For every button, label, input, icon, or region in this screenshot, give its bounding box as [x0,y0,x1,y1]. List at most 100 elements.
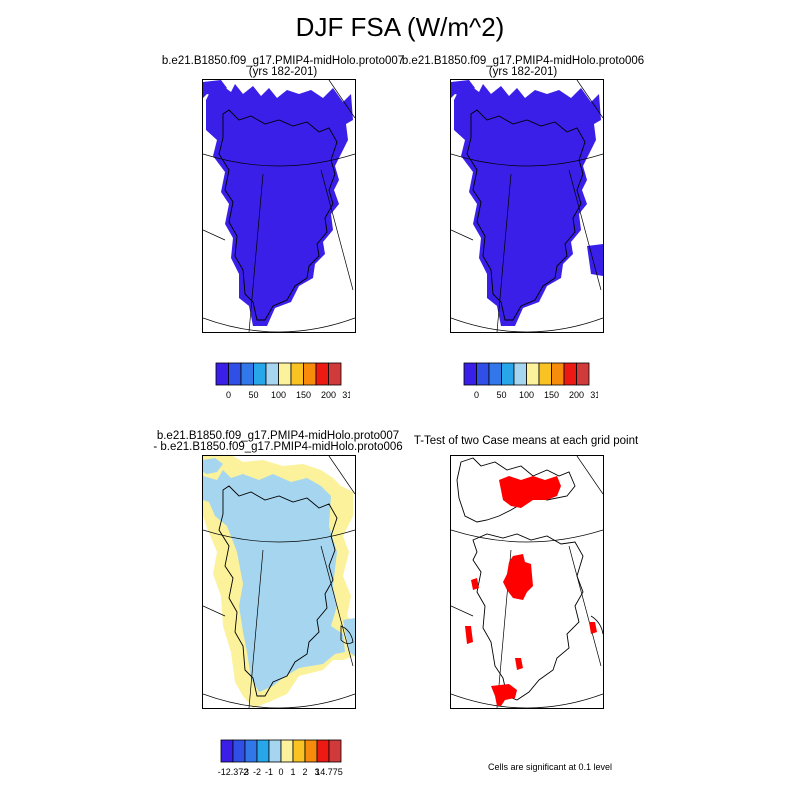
colorbar-tick-label: 50 [248,390,258,400]
colorbar-box [228,362,242,386]
meridian-2a [496,173,512,332]
fsa-field-2 [454,84,601,326]
fsa-field-2-east [587,244,603,276]
colorbar-box [220,739,234,763]
colorbar-tick-label: 200 [569,390,584,400]
meridian-3a [248,549,264,708]
colorbar-box [463,362,477,386]
meridian-2b [568,169,602,291]
panel4-title-line1: T-Test of two Case means at each grid po… [413,435,639,447]
graticule-3b [203,693,355,708]
colorbar-box [538,362,552,386]
graticule-2b [451,317,603,332]
colorbar-box [215,362,229,386]
fsa-field-1 [206,84,353,326]
meridian-4b [568,545,602,667]
colorbar-tick-label: -3 [241,767,249,777]
colorbar-tick-label: 100 [271,390,286,400]
colorbar-box [290,362,304,386]
panel3-title-line2: - b.e21.B1850.f09_g17.PMIP4-midHolo.prot… [153,441,403,453]
meridian-1c [328,80,355,119]
meridian-2c [576,80,603,119]
graticule-4a [451,529,603,543]
panel1-title: b.e21.B1850.f09_g17.PMIP4-midHolo.proto0… [153,55,413,78]
colorbar-1: 0 50 100 150 200 319.5 [215,362,350,400]
meridian-1a [248,173,264,332]
significant-cells-south-2 [491,684,517,706]
colorbar-box [232,739,246,763]
colorbar-box [265,362,279,386]
colorbar-box [576,362,590,386]
graticule-3a [203,529,355,543]
colorbar-box [513,362,527,386]
colorbar-tick-label: 0 [278,767,283,777]
coastline-4 [456,457,576,523]
colorbar-tick-label: 150 [544,390,559,400]
panel3-title-line1: b.e21.B1850.f09_g17.PMIP4-midHolo.proto0… [156,430,400,442]
colorbar-box [304,739,318,763]
colorbar-box [256,739,270,763]
colorbar-box [316,739,330,763]
colorbar-box [328,362,342,386]
coastline-3 [218,485,338,697]
map-3-svg [203,456,355,708]
graticule-4b [451,693,603,708]
coastline-2 [466,109,586,321]
panel2-title-line1: b.e21.B1850.f09_g17.PMIP4-midHolo.proto0… [401,55,645,67]
graticule-1a [203,153,355,167]
diff-blue-nw [203,458,223,474]
colorbar-tick-label: 150 [296,390,311,400]
significant-cells-east [589,622,597,634]
diff-blue-east [343,618,355,656]
meridian-4d [451,605,474,617]
colorbar-2: 0 50 100 150 200 317.8 [463,362,598,400]
colorbar-tick-label: 200 [321,390,336,400]
map-panel-4 [450,455,604,709]
panel1-title-line1: b.e21.B1850.f09_g17.PMIP4-midHolo.proto0… [161,55,405,67]
meridian-3d [203,605,226,617]
significant-cells-south-1 [515,658,523,670]
colorbar-box [315,362,329,386]
fsa-field-2-nw [451,80,475,98]
colorbar-box [280,739,294,763]
graticule-2a [451,153,603,167]
map-1-svg [203,80,355,332]
colorbar-box [240,362,254,386]
significant-cells-north [499,476,561,508]
meridian-1d [203,229,226,241]
colorbar-box [328,739,342,763]
colorbar-3: -12.372-3 -2 -1 0 1 2 314.775 [218,739,343,777]
coastline-4-east [590,615,603,635]
colorbar-box [303,362,317,386]
graticule-1b [203,317,355,332]
panel4-title: T-Test of two Case means at each grid po… [396,435,656,447]
colorbar-box [488,362,502,386]
map-panel-1 [202,79,356,333]
map-panel-2 [450,79,604,333]
map-2-svg [451,80,603,332]
panel3-title: b.e21.B1850.f09_g17.PMIP4-midHolo.proto0… [148,430,408,453]
colorbar-box [268,739,282,763]
fsa-field-1-nw [203,80,227,98]
colorbar-box [292,739,306,763]
colorbar-tick-label: -2 [253,767,261,777]
colorbar-tick-label: 1 [290,767,295,777]
map-panel-3 [202,455,356,709]
colorbar-box [551,362,565,386]
meridian-3b [320,545,354,667]
colorbar-tick-label: 50 [496,390,506,400]
colorbar-box [501,362,515,386]
meridian-4c [576,456,603,495]
colorbar-box [563,362,577,386]
colorbar-tick-label: 3 [314,767,319,777]
colorbar-tick-label: 2 [302,767,307,777]
colorbar-tick-label: 14.775 [315,767,343,777]
panel2-title-line2: (yrs 182-201) [488,66,558,78]
colorbar-tick-label: -1 [265,767,273,777]
coastline-3-east [340,625,354,644]
coastline-1 [218,109,338,321]
meridian-3c [328,456,355,495]
significant-cells-west-1 [471,578,479,590]
colorbar-tick-label: 317.8 [590,390,598,400]
colorbar-tick-label: -12.372 [218,767,249,777]
